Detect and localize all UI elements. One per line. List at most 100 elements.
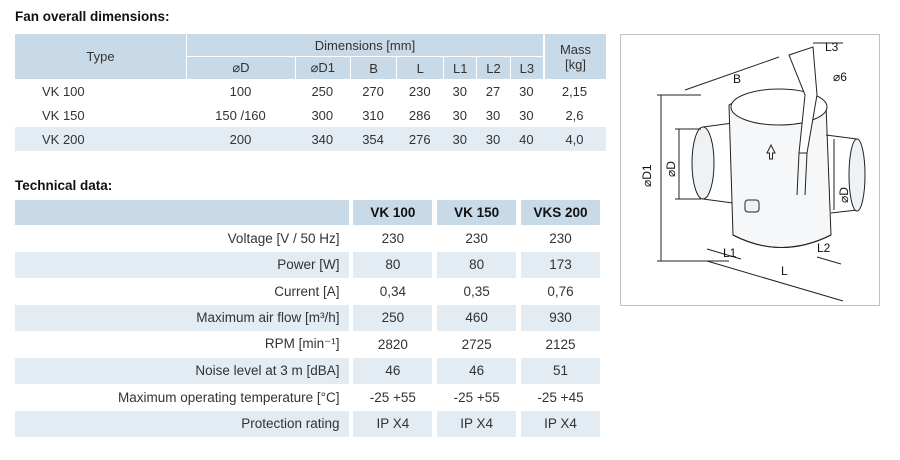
label-d-right: ⌀D bbox=[837, 187, 851, 203]
cell-mass: 4,0 bbox=[543, 127, 606, 151]
cell-l: 276 bbox=[396, 127, 444, 151]
cell-d: 150 /160 bbox=[215, 107, 266, 123]
table-row: VK 200 200 340 354 276 30 30 40 4,0 bbox=[15, 127, 606, 151]
tech-row-value: 0,76 bbox=[547, 283, 574, 299]
label-d-left: ⌀D bbox=[664, 161, 678, 177]
cell-mass: 2,15 bbox=[561, 83, 588, 99]
col-header-d1: ⌀D1 bbox=[294, 57, 350, 79]
tech-row-value: 80 bbox=[437, 251, 517, 278]
tech-row-value: -25 +45 bbox=[537, 389, 584, 405]
model-header-vk150: VK 150 bbox=[437, 200, 517, 225]
tech-row-value: 46 bbox=[353, 357, 433, 384]
cell-b: 310 bbox=[362, 107, 384, 123]
label-l3: L3 bbox=[825, 40, 839, 54]
tech-row-label: Maximum air flow [m³/h] bbox=[15, 304, 349, 331]
cell-d: 200 bbox=[186, 127, 295, 151]
cell-l1: 30 bbox=[452, 83, 467, 99]
tech-row-value: 230 bbox=[465, 230, 488, 246]
cell-d: 100 bbox=[229, 83, 252, 99]
cell-mass: 2,6 bbox=[565, 107, 584, 123]
table-row: Protection rating IP X4 IP X4 IP X4 bbox=[15, 410, 600, 437]
model-header-vks200: VKS 200 bbox=[521, 200, 600, 225]
tech-row-label: Noise level at 3 m [dBA] bbox=[15, 357, 349, 384]
tech-row-value: 0,34 bbox=[379, 283, 406, 299]
cell-d1: 340 bbox=[294, 127, 350, 151]
tech-row-value: -25 +55 bbox=[369, 389, 416, 405]
table-row: Noise level at 3 m [dBA] 46 46 51 bbox=[15, 357, 600, 384]
tech-row-value: 80 bbox=[353, 251, 433, 278]
label-b: B bbox=[733, 72, 741, 86]
table-row: RPM [min⁻¹] 2820 2725 2125 bbox=[15, 331, 600, 358]
tech-row-value: -25 +55 bbox=[453, 389, 500, 405]
tech-row-value: 250 bbox=[353, 304, 433, 331]
table-row: Current [A] 0,34 0,35 0,76 bbox=[15, 278, 600, 305]
label-l1: L1 bbox=[723, 246, 737, 260]
cell-l1: 30 bbox=[443, 127, 477, 151]
fan-drawing-svg: L3 ⌀6 B ⌀D1 ⌀D ⌀D L1 L L2 bbox=[640, 40, 866, 302]
technical-data-title: Technical data: bbox=[15, 178, 113, 193]
row-type: VK 100 bbox=[42, 83, 85, 99]
label-hole: ⌀6 bbox=[833, 70, 847, 84]
cell-l3: 30 bbox=[519, 107, 534, 123]
tech-row-value: 0,35 bbox=[463, 283, 490, 299]
label-d1: ⌀D1 bbox=[640, 164, 654, 187]
cell-d1: 300 bbox=[311, 107, 334, 123]
cell-l2: 27 bbox=[485, 83, 501, 99]
label-l2: L2 bbox=[817, 241, 831, 255]
cell-b: 354 bbox=[349, 127, 397, 151]
table-row: Maximum air flow [m³/h] 250 460 930 bbox=[15, 304, 600, 331]
cell-b: 270 bbox=[362, 83, 384, 99]
tech-row-value: 230 bbox=[549, 230, 572, 246]
table-row: Voltage [V / 50 Hz] 230 230 230 bbox=[15, 225, 600, 252]
tech-row-value: 230 bbox=[381, 230, 405, 246]
mass-header: Mass [kg] bbox=[543, 34, 606, 79]
cell-l1: 30 bbox=[452, 107, 467, 123]
tech-row-value: IP X4 bbox=[353, 410, 433, 437]
tech-row-value: 2125 bbox=[545, 336, 576, 352]
cell-l: 286 bbox=[408, 107, 431, 123]
dimensions-table: Type Dimensions [mm] Mass [kg] ⌀D ⌀D1 B … bbox=[15, 34, 606, 151]
tech-row-value: 2725 bbox=[461, 336, 492, 352]
mass-header-unit: [kg] bbox=[565, 56, 586, 72]
cell-l3: 30 bbox=[519, 83, 534, 99]
tech-row-value: 46 bbox=[437, 357, 517, 384]
tech-row-value: IP X4 bbox=[521, 410, 600, 437]
label-l: L bbox=[781, 264, 788, 278]
type-header: Type bbox=[15, 34, 186, 79]
cell-l2: 30 bbox=[485, 107, 501, 123]
fan-dimension-drawing: L3 ⌀6 B ⌀D1 ⌀D ⌀D L1 L L2 bbox=[620, 34, 880, 306]
tech-row-label: Current [A] bbox=[274, 283, 340, 299]
row-type: VK 200 bbox=[15, 127, 186, 151]
tech-row-value: 930 bbox=[521, 304, 600, 331]
col-header-l: L bbox=[396, 57, 444, 79]
tech-row-value: 173 bbox=[521, 251, 600, 278]
tech-row-value: 2820 bbox=[377, 336, 408, 352]
tech-row-label: Protection rating bbox=[15, 410, 349, 437]
table-row: Power [W] 80 80 173 bbox=[15, 251, 600, 278]
model-header-vk100: VK 100 bbox=[353, 200, 433, 225]
tech-row-label: RPM [min⁻¹] bbox=[264, 336, 340, 352]
tech-row-label: Power [W] bbox=[15, 251, 349, 278]
tech-header-blank bbox=[15, 200, 349, 225]
cell-l3: 40 bbox=[509, 127, 543, 151]
dimensions-header: Dimensions [mm] bbox=[186, 34, 543, 57]
tech-row-label: Voltage [V / 50 Hz] bbox=[227, 230, 340, 246]
col-header-b: B bbox=[349, 57, 397, 79]
col-header-d: ⌀D bbox=[186, 57, 295, 79]
tech-row-value: 460 bbox=[437, 304, 517, 331]
col-header-l1: L1 bbox=[443, 57, 477, 79]
mass-header-label: Mass bbox=[559, 41, 592, 57]
table-row: VK 100 100 250 270 230 30 27 30 2,15 bbox=[15, 79, 606, 103]
table-row: VK 150 150 /160 300 310 286 30 30 30 2,6 bbox=[15, 103, 606, 127]
tech-row-value: 51 bbox=[521, 357, 600, 384]
tech-row-label: Maximum operating temperature [°C] bbox=[118, 389, 340, 405]
cell-d1: 250 bbox=[311, 83, 334, 99]
row-type: VK 150 bbox=[42, 107, 85, 123]
cell-l2: 30 bbox=[476, 127, 510, 151]
cell-l: 230 bbox=[408, 83, 431, 99]
col-header-l2: L2 bbox=[476, 57, 510, 79]
fan-dimensions-title: Fan overall dimensions: bbox=[15, 9, 170, 24]
technical-data-table: VK 100 VK 150 VKS 200 Voltage [V / 50 Hz… bbox=[15, 200, 600, 437]
col-header-l3: L3 bbox=[509, 57, 543, 79]
table-row: Maximum operating temperature [°C] -25 +5… bbox=[15, 384, 600, 411]
